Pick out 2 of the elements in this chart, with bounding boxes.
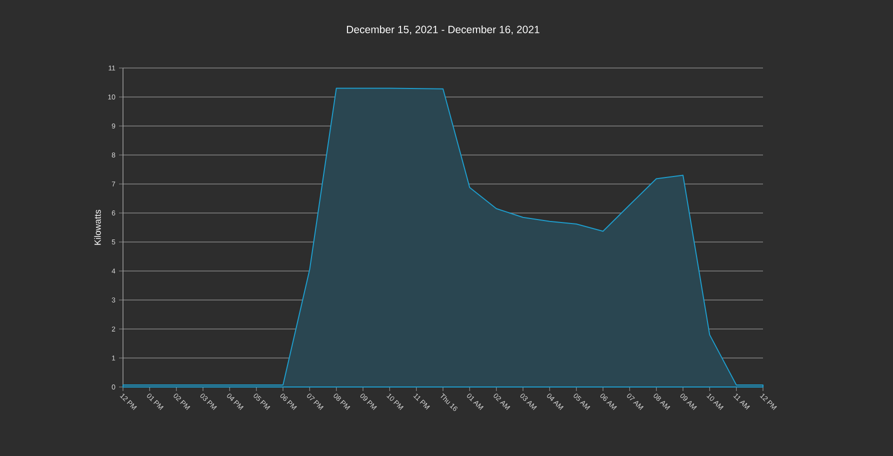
y-axis-title: Kilowatts: [94, 210, 101, 245]
chart-title: December 15, 2021 - December 16, 2021: [346, 26, 540, 34]
